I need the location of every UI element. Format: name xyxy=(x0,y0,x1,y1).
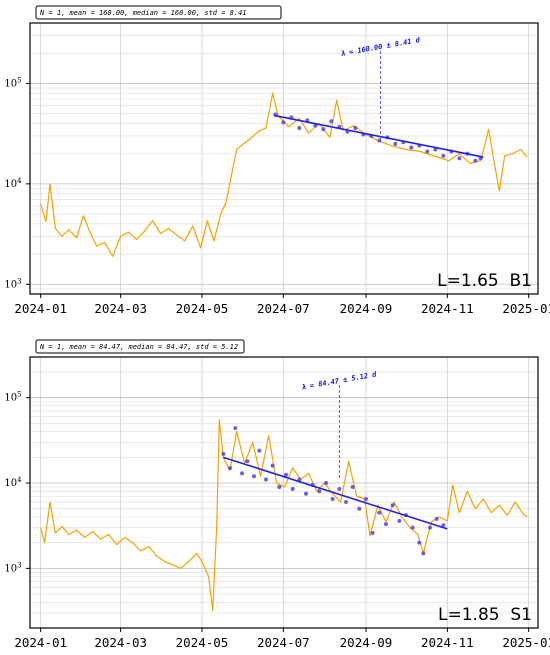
fit-data-point xyxy=(330,496,335,501)
fit-data-point xyxy=(390,503,395,508)
fit-data-point xyxy=(245,459,250,464)
flux-series-line xyxy=(40,419,528,612)
fit-data-point xyxy=(277,484,282,489)
flux-series-line xyxy=(40,92,528,257)
fit-data-point xyxy=(417,540,422,545)
y-tick-label: 105 xyxy=(4,76,21,89)
series-layer xyxy=(40,419,528,612)
fit-data-point xyxy=(329,119,334,124)
fit-data-point xyxy=(317,489,322,494)
x-tick-label: 2024-01 xyxy=(14,301,67,316)
lambda-annotation: λ = 160.00 ± 8.41 d xyxy=(340,36,421,58)
series-layer xyxy=(40,92,528,257)
fit-data-point xyxy=(270,463,275,468)
x-tick-label: 2024-11 xyxy=(421,301,474,316)
x-tick-label: 2024-07 xyxy=(257,301,310,316)
fit-data-point xyxy=(304,491,308,496)
fit-data-point xyxy=(240,471,244,476)
x-tick-label: 2024-09 xyxy=(340,635,393,650)
fit-data-point xyxy=(290,487,295,492)
fit-regression-line xyxy=(223,456,448,530)
fit-data-point xyxy=(233,426,238,431)
fit-data-point xyxy=(257,448,262,453)
fit-data-point xyxy=(441,153,446,158)
fit-data-point xyxy=(393,141,398,146)
fit-data-point xyxy=(384,522,388,527)
fit-data-point xyxy=(297,126,302,131)
x-tick-label: 2024-07 xyxy=(257,635,310,650)
fit-data-point xyxy=(252,474,256,479)
y-axis-ticks: 103 104 105 xyxy=(4,76,30,290)
x-axis-ticks: 2024-01 2024-03 2024-05 2024-07 2024-09 2024-… xyxy=(14,628,550,650)
fit-data-point xyxy=(397,518,402,523)
stats-box xyxy=(35,339,245,354)
fit-data-point xyxy=(324,481,328,486)
fit-data-point xyxy=(410,525,415,530)
fit-data-point xyxy=(321,127,326,132)
fit-data-point xyxy=(377,510,382,515)
x-tick-label: 2025-01 xyxy=(502,635,550,650)
plot-frame xyxy=(29,356,539,629)
fit-data-point xyxy=(434,516,439,521)
grid xyxy=(30,356,538,629)
x-tick-label: 2024-09 xyxy=(340,301,393,316)
fit-data-point xyxy=(377,138,382,143)
x-tick-label: 2025-01 xyxy=(502,301,550,316)
stats-box xyxy=(35,5,282,20)
fit-data-point xyxy=(353,126,358,131)
x-tick-label: 2024-05 xyxy=(176,301,229,316)
fit-data-point xyxy=(344,499,348,504)
fit-data-point xyxy=(370,530,375,535)
y-tick-label: 105 xyxy=(4,391,21,404)
plot-frame xyxy=(29,22,539,295)
fit-data-point xyxy=(473,158,478,163)
fit-data-point xyxy=(409,145,414,150)
fit-data-point xyxy=(441,523,446,528)
fit-data-point xyxy=(425,149,430,154)
y-tick-label: 103 xyxy=(4,277,21,290)
fit-data-point xyxy=(264,477,268,482)
fit-data-point xyxy=(428,525,432,530)
panel-label: L=1.65 B1 xyxy=(437,271,532,291)
fit-data-point xyxy=(357,506,362,511)
x-tick-label: 2024-03 xyxy=(94,301,147,316)
stats-text: N = 1, mean = 84.47, median = 84.47, std… xyxy=(39,343,238,351)
x-tick-label: 2024-05 xyxy=(176,635,229,650)
y-tick-label: 103 xyxy=(4,561,21,574)
fit-regression-line xyxy=(273,114,484,158)
fit-data-point xyxy=(337,487,342,492)
fit-data-point xyxy=(221,451,226,456)
fit-data-point xyxy=(457,156,462,161)
y-axis-ticks: 103 104 105 xyxy=(4,391,30,574)
fit-data-point xyxy=(281,120,286,125)
fit-data-point xyxy=(228,466,232,471)
fit-data-point xyxy=(284,472,288,477)
chart-panel-b1: N = 1, mean = 160.00, median = 160.00, s… xyxy=(4,5,550,316)
chart-panel-s1: N = 1, mean = 84.47, median = 84.47, std… xyxy=(4,339,550,650)
x-tick-label: 2024-03 xyxy=(94,635,147,650)
fit-data-point xyxy=(421,551,426,556)
x-tick-label: 2024-11 xyxy=(421,635,474,650)
fit-data-point xyxy=(364,496,368,501)
fit-data-point xyxy=(350,484,355,489)
stats-text: N = 1, mean = 160.00, median = 160.00, s… xyxy=(39,9,247,17)
y-tick-label: 104 xyxy=(4,476,22,489)
grid xyxy=(30,22,538,295)
panel-label: L=1.85 S1 xyxy=(438,605,532,625)
y-tick-label: 104 xyxy=(4,177,22,190)
x-tick-label: 2024-01 xyxy=(14,635,67,650)
x-axis-ticks: 2024-01 2024-03 2024-05 2024-07 2024-09 2024-… xyxy=(14,294,550,316)
